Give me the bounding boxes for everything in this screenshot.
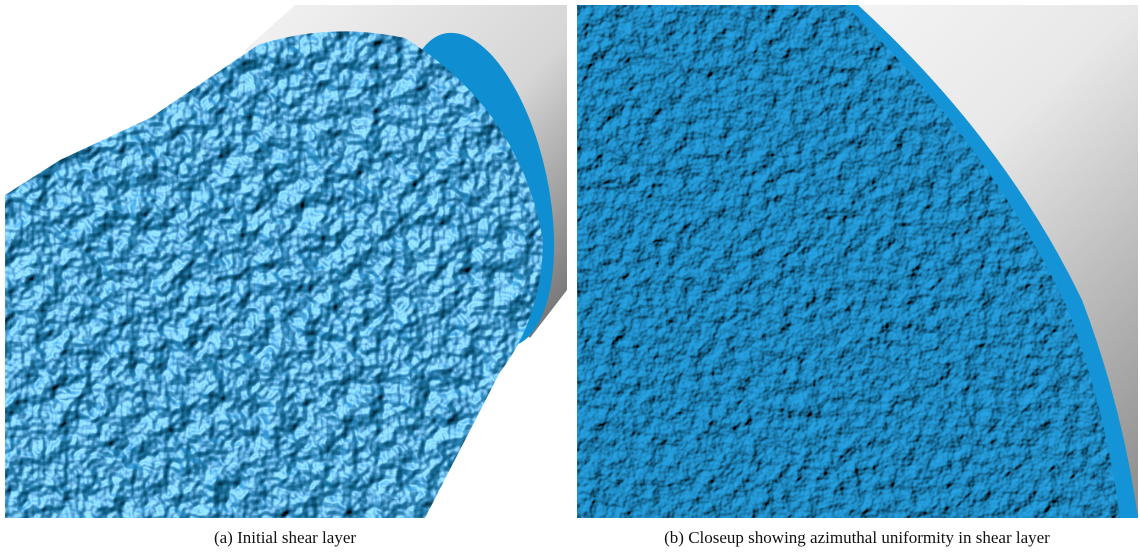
caption: (a) Initial shear layer — [85, 528, 485, 548]
caption: (b) Closeup showing azimuthal uniformity… — [607, 528, 1107, 548]
page: (a) Initial shear layer (b) Closeup show… — [0, 0, 1140, 556]
image-b — [577, 5, 1138, 518]
figure-images — [0, 0, 1140, 522]
image-a — [5, 5, 580, 518]
